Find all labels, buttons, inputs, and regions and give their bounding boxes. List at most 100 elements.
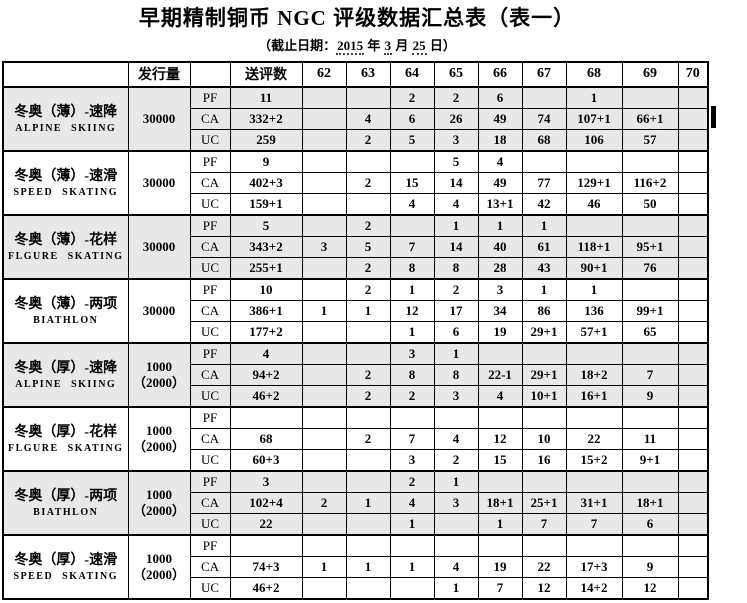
grade-cell: 43 xyxy=(521,256,567,280)
grade-cell xyxy=(677,427,709,450)
table-row: 冬奥（薄）-速降 ALPINE SKIING 30000 PF 11 2 2 6 1 xyxy=(2,85,709,152)
table-row: UC 46+2 2 2 3 4 10+1 16+1 9 xyxy=(3,384,709,408)
grade-cell xyxy=(345,469,391,493)
row-type-cell: CA xyxy=(189,107,231,130)
grade-cell xyxy=(389,405,435,429)
table-row: CA 343+2 3 5 7 14 40 61 118+1 95+1 xyxy=(3,235,709,258)
as-of-date: （截止日期：2015 年 3 月 25 日） xyxy=(0,38,714,56)
grade-cell xyxy=(677,512,709,536)
grade-cell: 4 xyxy=(477,149,523,173)
grade-cell xyxy=(677,341,709,365)
grade-cell xyxy=(389,213,435,237)
row-type-cell: UC xyxy=(189,512,231,536)
grade-cell xyxy=(565,341,623,365)
grade-cell: 107+1 xyxy=(565,107,623,130)
grade-cell: 22-1 xyxy=(477,363,523,386)
row-type-cell: UC xyxy=(189,448,231,472)
grade-cell xyxy=(621,469,679,493)
submitted-cell: 60+3 xyxy=(229,448,303,472)
row-type-cell: CA xyxy=(189,491,231,514)
header-submitted: 送评数 xyxy=(229,61,303,88)
mintage-cell: 30000 xyxy=(127,149,191,216)
grade-cell: 95+1 xyxy=(621,235,679,258)
grade-cell: 12 xyxy=(621,576,679,600)
grade-cell: 2 xyxy=(345,171,391,194)
mintage-cell: 30000 xyxy=(127,277,191,344)
grade-cell: 1 xyxy=(521,213,567,237)
grade-cell: 6 xyxy=(389,107,435,130)
grade-cell: 15+2 xyxy=(565,448,623,472)
grade-cell: 42 xyxy=(521,192,567,216)
grade-cell xyxy=(301,85,347,109)
row-type-cell: PF xyxy=(189,405,231,429)
date-year-unit: 年 xyxy=(364,38,384,54)
table-row: UC 159+1 4 4 13+1 42 46 50 xyxy=(3,192,709,216)
grade-cell xyxy=(345,512,391,536)
grade-cell: 86 xyxy=(521,299,567,322)
grade-cell: 118+1 xyxy=(565,235,623,258)
row-type-cell: UC xyxy=(189,320,231,344)
row-type-cell: CA xyxy=(189,171,231,194)
grade-cell: 1 xyxy=(345,491,391,514)
mintage-cell: 1000 （2000） xyxy=(127,341,191,408)
row-type-cell: PF xyxy=(189,277,231,301)
page-title: 早期精制铜币 NGC 评级数据汇总表（表一） xyxy=(138,6,576,30)
date-month: 3 xyxy=(383,38,393,56)
grade-cell xyxy=(677,533,709,557)
grade-cell: 12 xyxy=(389,299,435,322)
grade-cell xyxy=(345,448,391,472)
grade-cell xyxy=(477,533,523,557)
grade-cell xyxy=(677,405,709,429)
grade-cell xyxy=(677,192,709,216)
grade-cell xyxy=(433,405,479,429)
grade-cell: 68 xyxy=(521,128,567,152)
grade-cell: 57 xyxy=(621,128,679,152)
row-type-cell: UC xyxy=(189,128,231,152)
grade-cell: 22 xyxy=(521,555,567,578)
mintage-cell: 1000 （2000） xyxy=(127,469,191,536)
header-grade-68: 68 xyxy=(565,61,623,88)
mintage-cell: 30000 xyxy=(127,213,191,280)
grade-cell: 66+1 xyxy=(621,107,679,130)
grade-cell xyxy=(301,405,347,429)
submitted-cell: 255+1 xyxy=(229,256,303,280)
header-grade-64: 64 xyxy=(389,61,435,88)
group-name-cn: 冬奥（厚）-花样 xyxy=(14,424,118,440)
grade-cell: 61 xyxy=(521,235,567,258)
submitted-cell: 46+2 xyxy=(229,576,303,600)
grade-cell: 31+1 xyxy=(565,491,623,514)
grade-cell xyxy=(477,469,523,493)
grade-cell xyxy=(677,469,709,493)
row-type-cell: CA xyxy=(189,299,231,322)
grade-cell: 2 xyxy=(433,277,479,301)
grade-cell xyxy=(301,427,347,450)
grade-cell: 1 xyxy=(389,320,435,344)
table-row: CA 332+2 4 6 26 49 74 107+1 66+1 xyxy=(3,107,709,130)
grade-cell: 28 xyxy=(477,256,523,280)
grade-cell: 17+3 xyxy=(565,555,623,578)
grade-cell: 5 xyxy=(345,235,391,258)
grade-cell: 13+1 xyxy=(477,192,523,216)
grade-cell: 18 xyxy=(477,128,523,152)
grade-cell xyxy=(565,405,623,429)
grade-cell: 2 xyxy=(345,427,391,450)
submitted-cell: 74+3 xyxy=(229,555,303,578)
grade-cell xyxy=(621,341,679,365)
grade-cell xyxy=(477,341,523,365)
grade-cell xyxy=(677,448,709,472)
grade-cell xyxy=(301,576,347,600)
grading-table: 发行量 送评数 62 63 64 65 66 67 68 69 70 冬奥（薄）-速降 ALPINE … xyxy=(2,60,709,600)
grade-cell xyxy=(477,405,523,429)
group-label-cell: 冬奥（厚）-花样 FLGURE SKATING xyxy=(2,405,129,472)
group-name-en: SPEED SKATING xyxy=(13,571,119,583)
row-type-cell: CA xyxy=(189,427,231,450)
group-label-cell: 冬奥（薄）-速滑 SPEED SKATING xyxy=(2,149,129,216)
grade-cell: 4 xyxy=(477,384,523,408)
grade-cell: 77 xyxy=(521,171,567,194)
grade-cell: 6 xyxy=(621,512,679,536)
grade-cell: 1 xyxy=(301,555,347,578)
grade-cell: 26 xyxy=(433,107,479,130)
group-name-en: FLGURE SKATING xyxy=(7,251,124,263)
table-row: 冬奥（厚）-两项 BIATHLON 1000 （2000） PF 3 2 1 xyxy=(2,469,709,536)
grade-cell xyxy=(677,363,709,386)
